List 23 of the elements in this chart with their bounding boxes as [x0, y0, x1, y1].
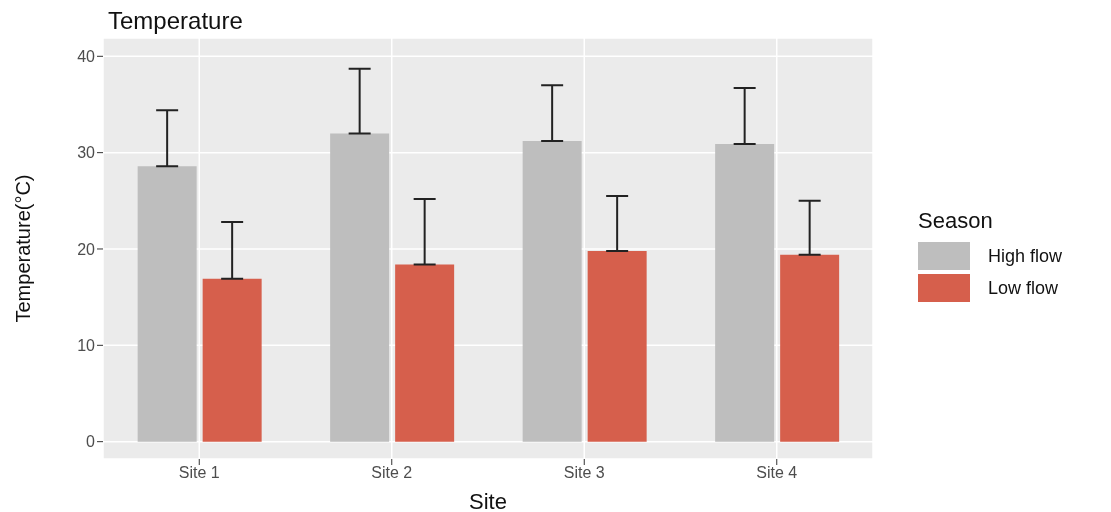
y-tick-label: 40: [77, 47, 96, 65]
bar: [522, 141, 582, 442]
bar: [587, 250, 647, 442]
y-tick-label: 20: [77, 240, 96, 258]
bar: [330, 133, 390, 442]
bar: [137, 166, 197, 442]
legend-label: High flow: [988, 245, 1063, 267]
legend-label: Low flow: [988, 277, 1059, 299]
y-axis-title: Temperature(°C): [12, 174, 35, 323]
y-tick-label: 10: [77, 337, 96, 354]
y-tick-label: 30: [77, 144, 96, 162]
chart-title: Temperature: [108, 7, 244, 34]
x-tick-label: Site 2: [371, 464, 413, 482]
x-tick-label: Site 3: [563, 464, 605, 482]
bar: [202, 278, 262, 442]
x-axis-title: Site: [469, 489, 507, 512]
x-tick-label: Site 4: [756, 464, 798, 482]
bar: [715, 143, 775, 442]
bar: [780, 254, 840, 442]
y-tick-label: 0: [86, 433, 96, 451]
x-tick-label: Site 1: [178, 464, 220, 482]
bar: [395, 264, 455, 442]
legend-title: Season: [918, 208, 994, 234]
